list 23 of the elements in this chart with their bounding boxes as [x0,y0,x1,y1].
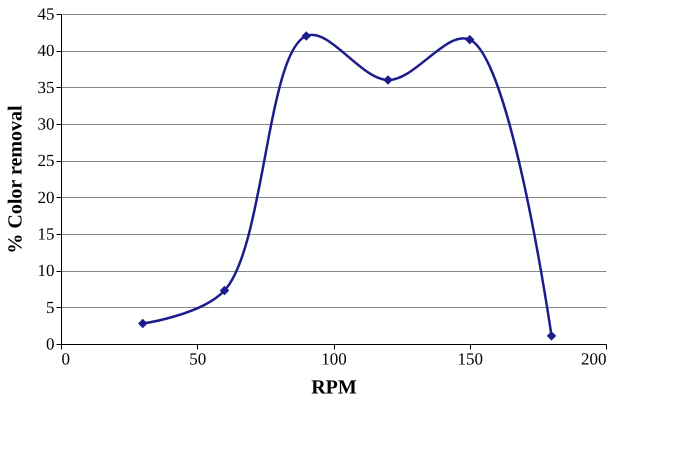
x-tick-label: 100 [321,350,347,368]
y-tick-label: 25 [38,151,54,170]
point [138,318,148,328]
y-tick-label: 5 [46,298,54,317]
y-tick-label: 20 [38,188,54,207]
point [220,286,230,296]
y-tick-label: 45 [38,4,54,24]
y-tick-label: 15 [38,224,54,244]
x-axis-title: RPM [311,376,357,398]
y-tick-label: 10 [38,261,54,280]
x-tick-label: 150 [458,350,483,368]
y-tick-label: 40 [38,41,54,60]
point [383,75,393,85]
x-tick-label: 50 [189,350,206,368]
y-tick-label: 0 [46,334,54,354]
point [302,31,311,41]
x-tick-label: 0 [62,350,70,368]
point [465,34,474,44]
y-tick-label: 35 [38,78,54,97]
y-tick-label: 30 [38,114,54,134]
x-tick-label: 200 [581,350,606,368]
point [546,331,556,341]
y-axis-title: % Color removal [4,104,26,254]
